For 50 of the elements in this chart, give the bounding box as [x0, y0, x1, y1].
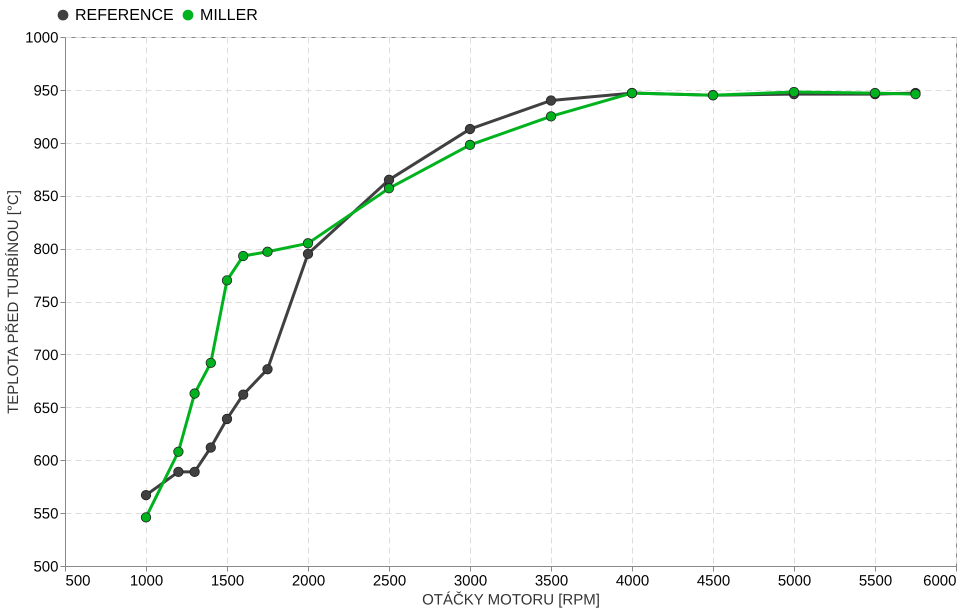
point	[189, 388, 200, 399]
point	[206, 442, 216, 453]
legend-label: REFERENCE	[75, 7, 174, 24]
point	[302, 238, 314, 248]
point	[384, 183, 394, 194]
point	[173, 466, 184, 477]
point	[384, 174, 394, 185]
x-tick-label: 1500	[210, 572, 244, 590]
y-tick-label: 800	[33, 241, 58, 258]
point	[140, 512, 152, 522]
y-tick-label: 700	[33, 346, 58, 364]
point	[238, 389, 248, 400]
point	[464, 124, 476, 134]
point	[262, 364, 273, 374]
point	[238, 250, 248, 262]
x-tick-label: 1000	[130, 572, 164, 590]
y-tick-label: 600	[33, 452, 58, 470]
point	[464, 140, 476, 150]
y-tick-label: 950	[33, 82, 58, 100]
point	[546, 111, 556, 122]
point	[262, 246, 273, 257]
point	[546, 95, 556, 106]
x-tick-label: 2500	[372, 572, 406, 590]
x-tick-label: 5500	[858, 572, 892, 590]
x-tick-label: 3500	[534, 572, 568, 590]
point	[302, 248, 314, 260]
point	[206, 358, 216, 368]
point	[189, 466, 200, 477]
y-tick-label: 750	[33, 294, 58, 311]
x-tick-label: 6000	[923, 572, 956, 590]
point	[222, 414, 232, 424]
x-tick-label: 2000	[292, 572, 326, 590]
y-tick-label: 500	[33, 558, 58, 576]
y-tick-label: 1000	[25, 30, 58, 46]
x-tick-label: 5000	[778, 572, 812, 590]
y-tick-label: 900	[33, 135, 58, 152]
point	[140, 490, 152, 500]
x-tick-label: 4000	[616, 572, 650, 590]
y-axis-title: TEPLOTA PŘED TURBÍNOU [°C]	[4, 190, 22, 414]
point	[788, 86, 800, 98]
legend-label: MILLER	[200, 7, 258, 24]
x-axis-title: OTÁČKY MOTORU [RPM]	[422, 590, 600, 608]
y-tick-label: 850	[33, 188, 58, 206]
y-tick-label: 650	[33, 400, 58, 417]
y-tick-label: 550	[33, 506, 58, 523]
point	[222, 275, 232, 286]
x-tick-label: 4500	[696, 572, 730, 590]
point	[173, 446, 184, 457]
x-tick-label: 3000	[454, 572, 488, 590]
x-tick-label: 500	[66, 572, 91, 590]
